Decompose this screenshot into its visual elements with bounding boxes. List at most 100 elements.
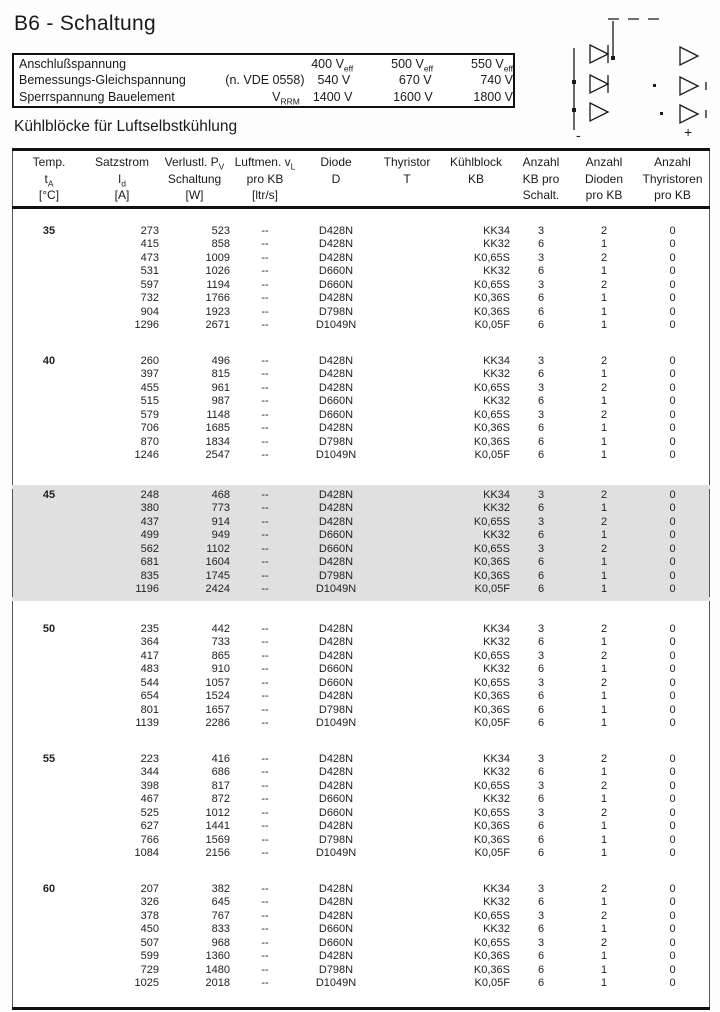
table-row: 732 1766 -- D428N K0,36S 6 1 0 (13, 292, 710, 306)
cell-anzahl-thyristoren-pro-kb: 0 (669, 636, 676, 649)
cell-thyristor (372, 409, 442, 423)
cell-kuehlblock: KK32 (483, 238, 510, 251)
table-row: 870 1834 -- D798N K0,36S 6 1 0 (13, 436, 710, 450)
cell-thyristor (372, 542, 442, 556)
cell-verlustleistung: 773 (159, 502, 230, 516)
cell-anzahl-thyristoren-pro-kb: 0 (636, 515, 710, 529)
cell-anzahl-dioden-pro-kb: 2 (600, 278, 608, 291)
cell-temp: 45 (12, 486, 85, 502)
cell-luftmenge: -- (261, 422, 269, 435)
cell-thyristor (372, 556, 442, 570)
cell-luftmenge: -- (261, 963, 269, 976)
cell-thyristor (372, 569, 442, 583)
cell-temp: 60 (42, 882, 56, 895)
cell-anzahl-dioden-pro-kb: 2 (600, 779, 608, 792)
cell-satzstrom: 1139 (135, 717, 159, 730)
cell-luftmenge: -- (261, 793, 269, 806)
column-header-thyristor: Thyristor T (372, 149, 442, 209)
table-row: 415 858 -- D428N KK32 6 1 0 (13, 238, 710, 252)
cell-anzahl-kb-pro-schaltung: 3 (510, 542, 572, 556)
cell-satzstrom: 654 (140, 690, 159, 703)
cell-anzahl-dioden-pro-kb: 2 (600, 936, 608, 949)
cell-verlustleistung: 961 (211, 381, 230, 394)
cell-kuehlblock: K0,05F (474, 847, 510, 860)
table-row: 654 1524 -- D428N K0,36S 6 1 0 (13, 690, 710, 704)
cell-thyristor (372, 623, 442, 637)
cell-diode: D428N (318, 752, 354, 765)
cell-diode: D798N (318, 703, 354, 716)
junction-dot (611, 56, 615, 60)
cell-kuehlblock: K0,36S (473, 292, 510, 305)
cell-verlustleistung: 910 (211, 663, 230, 676)
spec-value: 740 V (480, 73, 513, 88)
table-row: 1246 2547 -- D1049N K0,05F 6 1 0 (13, 449, 710, 463)
cell-diode: D428N (318, 422, 354, 435)
cell-diode: D428N (300, 556, 372, 570)
cell-luftmenge: -- (261, 251, 269, 264)
cell-anzahl-kb-pro-schaltung: 6 (537, 896, 545, 909)
cell-anzahl-kb-pro-schaltung: 6 (510, 556, 572, 570)
cooling-block-table: Temp. tA [°C] Satzstrom Id [A] Verlustl. PV Sch… (12, 148, 710, 1010)
cell-thyristor (372, 529, 442, 543)
cell-diode: D428N (318, 238, 354, 251)
table-row: 579 1148 -- D660N K0,65S 3 2 0 (13, 409, 710, 423)
cell-thyristor (372, 636, 442, 650)
table-row: 729 1480 -- D798N K0,36S 6 1 0 (13, 964, 710, 978)
cell-kuehlblock: K0,65S (473, 408, 510, 421)
cell-anzahl-thyristoren-pro-kb: 0 (669, 936, 676, 949)
cell-diode: D660N (300, 542, 372, 556)
table-row: 499 949 -- D660N KK32 6 1 0 (12, 529, 710, 543)
diode-symbol (589, 101, 610, 123)
cell-diode: D428N (318, 224, 354, 237)
cell-temp (12, 502, 85, 516)
cell-thyristor (372, 515, 442, 529)
cell-thyristor (372, 355, 442, 369)
cell-verlustleistung: 496 (211, 354, 230, 367)
cell-kuehlblock: KK32 (442, 529, 510, 543)
cell-anzahl-kb-pro-schaltung: 6 (537, 435, 545, 448)
cell-kuehlblock: KK34 (483, 622, 510, 635)
cell-luftmenge: -- (261, 847, 269, 860)
cell-anzahl-thyristoren-pro-kb: 0 (636, 529, 710, 543)
cell-verlustleistung: 468 (159, 486, 230, 502)
cell-temp (12, 569, 85, 583)
column-header-luftmenge: Luftmen. vL pro KB [ltr/s] (230, 149, 300, 209)
cell-diode: D660N (300, 529, 372, 543)
cell-anzahl-dioden-pro-kb: 1 (600, 703, 608, 716)
cell-kuehlblock: KK32 (483, 766, 510, 779)
cell-thyristor (372, 436, 442, 450)
cell-anzahl-thyristoren-pro-kb: 0 (669, 408, 676, 421)
cell-anzahl-dioden-pro-kb: 1 (600, 238, 608, 251)
cell-satzstrom: 364 (140, 636, 159, 649)
cell-satzstrom: 515 (140, 395, 159, 408)
cell-verlustleistung: 1480 (205, 963, 230, 976)
cell-temp (13, 937, 86, 951)
cell-anzahl-dioden-pro-kb: 1 (600, 820, 608, 833)
cell-verlustleistung: 1657 (205, 703, 230, 716)
cell-thyristor (372, 834, 442, 848)
cell-anzahl-thyristoren-pro-kb: 0 (669, 354, 676, 367)
cell-kuehlblock: K0,36S (473, 690, 510, 703)
cell-kuehlblock: K0,36S (442, 569, 510, 583)
cell-luftmenge: -- (261, 766, 269, 779)
table-row: 801 1657 -- D798N K0,36S 6 1 0 (13, 704, 710, 718)
cell-luftmenge: -- (261, 636, 269, 649)
cell-luftmenge: -- (261, 923, 269, 936)
spec-value: 550 Veff (471, 57, 514, 74)
table-row: 417 865 -- D428N K0,65S 3 2 0 (13, 650, 710, 664)
table-row: 599 1360 -- D428N K0,36S 6 1 0 (13, 950, 710, 964)
cell-diode: D428N (318, 950, 354, 963)
cell-kuehlblock: K0,05F (474, 449, 510, 462)
cell-satzstrom: 562 (85, 542, 159, 556)
cell-diode: D428N (300, 486, 372, 502)
cell-kuehlblock: KK34 (483, 752, 510, 765)
table-row: 326 645 -- D428N KK32 6 1 0 (13, 896, 710, 910)
cell-thyristor (372, 422, 442, 436)
spec-symbol: VRRM (272, 89, 300, 107)
cell-satzstrom: 531 (140, 265, 159, 278)
cell-diode: D660N (318, 936, 354, 949)
column-header-temp: Temp. tA [°C] (12, 149, 85, 209)
cell-kuehlblock: KK32 (442, 502, 510, 516)
cell-anzahl-dioden-pro-kb: 2 (600, 622, 608, 635)
cell-anzahl-kb-pro-schaltung: 6 (537, 663, 545, 676)
